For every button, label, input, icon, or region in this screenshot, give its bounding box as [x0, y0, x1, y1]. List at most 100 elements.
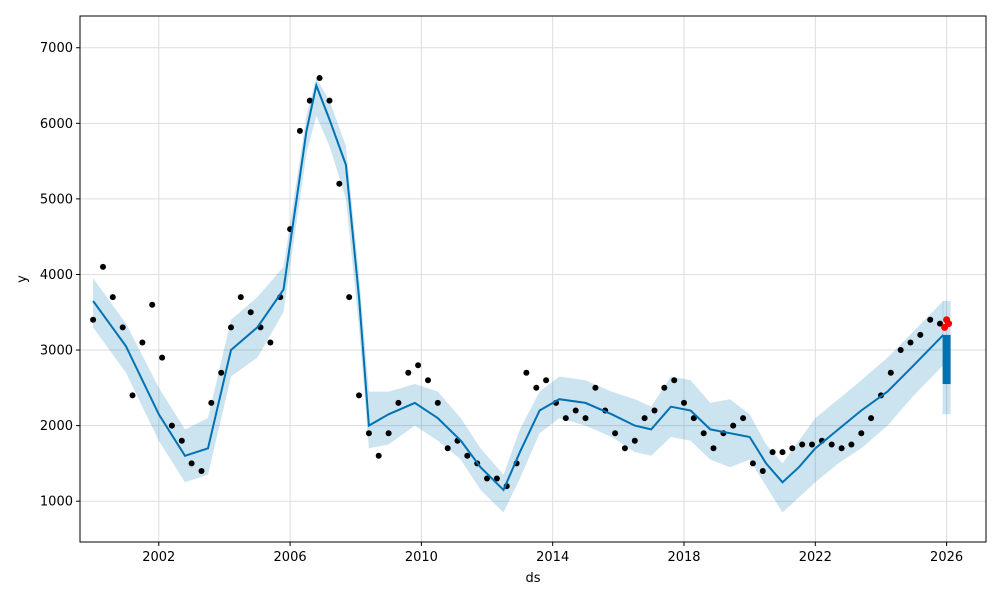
observed-point [346, 294, 353, 301]
observed-point [90, 316, 97, 323]
observed-point [119, 324, 126, 331]
observed-point [208, 399, 215, 406]
observed-point [631, 437, 638, 444]
x-tick-label: 2006 [274, 550, 307, 565]
observed-point [296, 127, 303, 134]
x-axis-label: ds [525, 571, 540, 586]
observed-point [356, 392, 362, 399]
observed-point [562, 415, 569, 422]
observed-point [572, 407, 579, 414]
observed-point [109, 294, 116, 301]
observed-point [641, 415, 648, 422]
forecast-line-group [92, 82, 945, 492]
observed-point [868, 415, 875, 422]
observed-point [681, 399, 687, 406]
future-forecast-bar [942, 334, 951, 385]
observed-point [129, 392, 136, 399]
observed-point [385, 430, 392, 437]
observed-point [267, 339, 274, 346]
observed-point [237, 294, 244, 301]
observed-point [612, 430, 619, 437]
x-tick-label: 2014 [536, 550, 569, 565]
observed-point [365, 430, 372, 437]
observed-point [897, 347, 904, 353]
observed-point [799, 441, 806, 448]
observed-point [759, 468, 766, 474]
observed-point [434, 399, 441, 406]
observed-point [809, 441, 815, 448]
observed-point [848, 441, 855, 448]
y-tick-label: 6000 [40, 117, 73, 132]
observed-point [405, 369, 412, 376]
observed-point [139, 339, 146, 346]
x-tick-label: 2022 [799, 550, 832, 565]
observed-point [198, 468, 205, 474]
y-axis-ticks: 1000 2000 3000 4000 5000 6000 7000 [40, 41, 80, 510]
observed-point [533, 384, 540, 391]
observed-point [444, 445, 451, 452]
observed-point [789, 445, 796, 452]
observed-point [828, 441, 835, 448]
x-tick-label: 2018 [667, 550, 700, 565]
observed-point [228, 324, 234, 331]
observed-point [730, 422, 737, 429]
observed-point [690, 415, 697, 422]
observed-point [218, 369, 225, 376]
observed-point [484, 475, 490, 482]
observed-point [149, 301, 156, 308]
observed-point [178, 437, 185, 444]
uncertainty-band [93, 78, 944, 513]
plot-frame [79, 15, 987, 543]
observed-point [415, 362, 422, 369]
observed-point [316, 75, 323, 81]
observed-point [543, 377, 550, 384]
forecast-line [92, 82, 945, 492]
observed-point [493, 475, 500, 482]
observed-point [749, 460, 756, 467]
observed-point [464, 452, 471, 459]
observed-point [838, 445, 845, 452]
observed-point [425, 377, 431, 384]
observed-point [523, 369, 530, 376]
observed-point [336, 180, 343, 187]
y-tick-label: 5000 [40, 192, 73, 207]
y-tick-label: 3000 [40, 344, 73, 359]
observed-point [375, 452, 382, 459]
y-tick-label: 4000 [40, 268, 73, 283]
observed-point [917, 331, 924, 338]
y-tick-label: 1000 [40, 495, 73, 510]
observed-point [740, 415, 747, 422]
observed-point [769, 449, 776, 456]
observed-point [247, 309, 254, 316]
grid-lines [80, 16, 986, 542]
observed-point [710, 445, 717, 452]
observed-point [621, 445, 628, 452]
y-axis-label: y [15, 275, 30, 283]
x-tick-label: 2010 [405, 550, 438, 565]
uncertainty-band-area [93, 78, 944, 513]
future-point [945, 320, 953, 328]
y-tick-label: 7000 [40, 41, 73, 56]
observed-point [887, 369, 894, 376]
x-axis-ticks: 2002 2006 2010 2014 2018 2022 2026 [142, 542, 963, 565]
observed-point [661, 384, 668, 391]
observed-point [168, 422, 175, 429]
observed-point [927, 316, 934, 323]
x-tick-label: 2026 [930, 550, 963, 565]
observed-point [592, 384, 599, 391]
observed-point [907, 339, 914, 346]
observed-point [395, 399, 402, 406]
observed-point [858, 430, 865, 437]
observed-point [188, 460, 195, 467]
observed-point [306, 97, 313, 104]
observed-point [700, 430, 707, 437]
y-tick-label: 2000 [40, 419, 73, 434]
x-tick-label: 2002 [142, 550, 175, 565]
observed-point [326, 97, 333, 104]
observed-point [779, 449, 786, 456]
future-forecast [941, 300, 953, 415]
observed-point [671, 377, 678, 384]
observed-point [651, 407, 658, 414]
